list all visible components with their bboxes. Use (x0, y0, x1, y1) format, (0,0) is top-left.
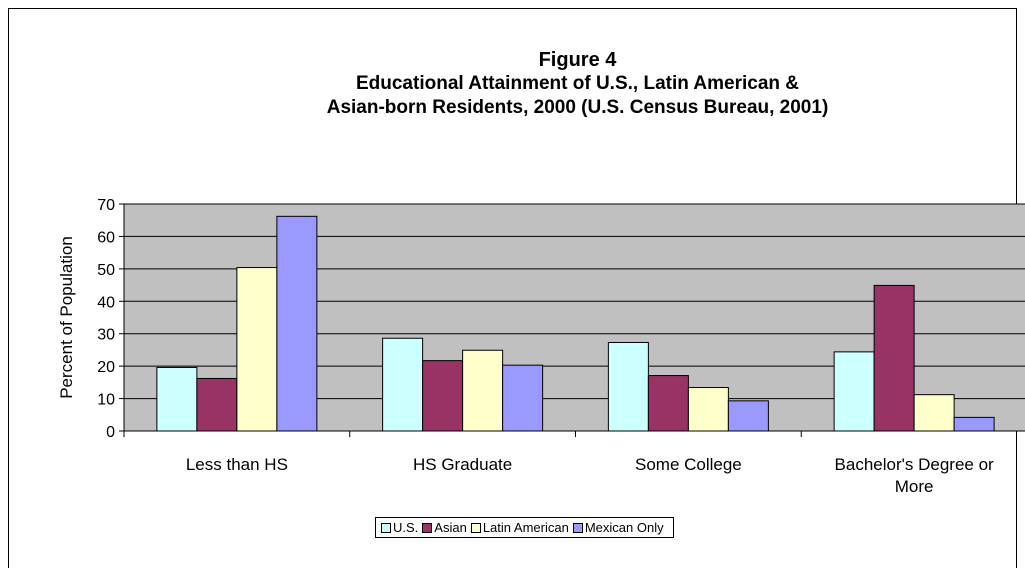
bar (647, 375, 689, 432)
chart-subtitle-line-1: Educational Attainment of U.S., Latin Am… (355, 73, 800, 94)
chart-title-block: Figure 4 Educational Attainment of U.S.,… (0, 48, 1025, 120)
bar (727, 400, 769, 432)
legend-label: U.S. (393, 520, 419, 535)
legend-swatch (572, 522, 583, 533)
bar (913, 394, 955, 432)
bar (196, 377, 238, 432)
chart-legend: U.S. Asian Latin American Mexican Only (375, 517, 674, 538)
y-tick-label: 30 (97, 327, 115, 344)
legend-item: Latin American (470, 520, 569, 535)
legend-label: Latin American (482, 520, 569, 535)
chart-subtitle-line-2: Asian-born Residents, 2000 (U.S. Census … (326, 97, 829, 118)
y-tick-label: 40 (97, 294, 115, 311)
bar (462, 349, 504, 432)
category-label: More (895, 477, 934, 496)
y-tick-label: 70 (97, 197, 115, 214)
bar (953, 416, 995, 432)
bar (687, 387, 729, 432)
y-tick-label: 0 (106, 424, 115, 441)
category-label: Bachelor's Degree or (835, 455, 994, 474)
legend-item: Mexican Only (572, 520, 664, 535)
category-label: Some College (635, 455, 742, 474)
bar (156, 366, 198, 432)
y-tick-label: 20 (97, 359, 115, 376)
y-tick-label: 10 (97, 392, 115, 409)
bar (502, 364, 544, 432)
bar (833, 351, 875, 432)
category-label: HS Graduate (413, 455, 512, 474)
y-tick-label: 60 (97, 229, 115, 246)
bar (873, 284, 915, 432)
legend-swatch (470, 522, 481, 533)
legend-label: Asian (434, 520, 467, 535)
legend-item: U.S. (381, 520, 418, 535)
bar (607, 341, 649, 432)
legend-swatch (422, 522, 433, 533)
bar (276, 215, 318, 432)
bar (382, 337, 424, 432)
bar (236, 267, 278, 432)
bar (422, 360, 464, 432)
chart-title: Figure 4 (538, 49, 617, 71)
y-tick-label: 50 (97, 262, 115, 279)
legend-label: Mexican Only (584, 520, 664, 535)
legend-item: Asian (422, 520, 467, 535)
legend-swatch (381, 522, 391, 533)
category-label: Less than HS (186, 455, 288, 474)
y-axis-label: Percent of Population (57, 236, 76, 399)
